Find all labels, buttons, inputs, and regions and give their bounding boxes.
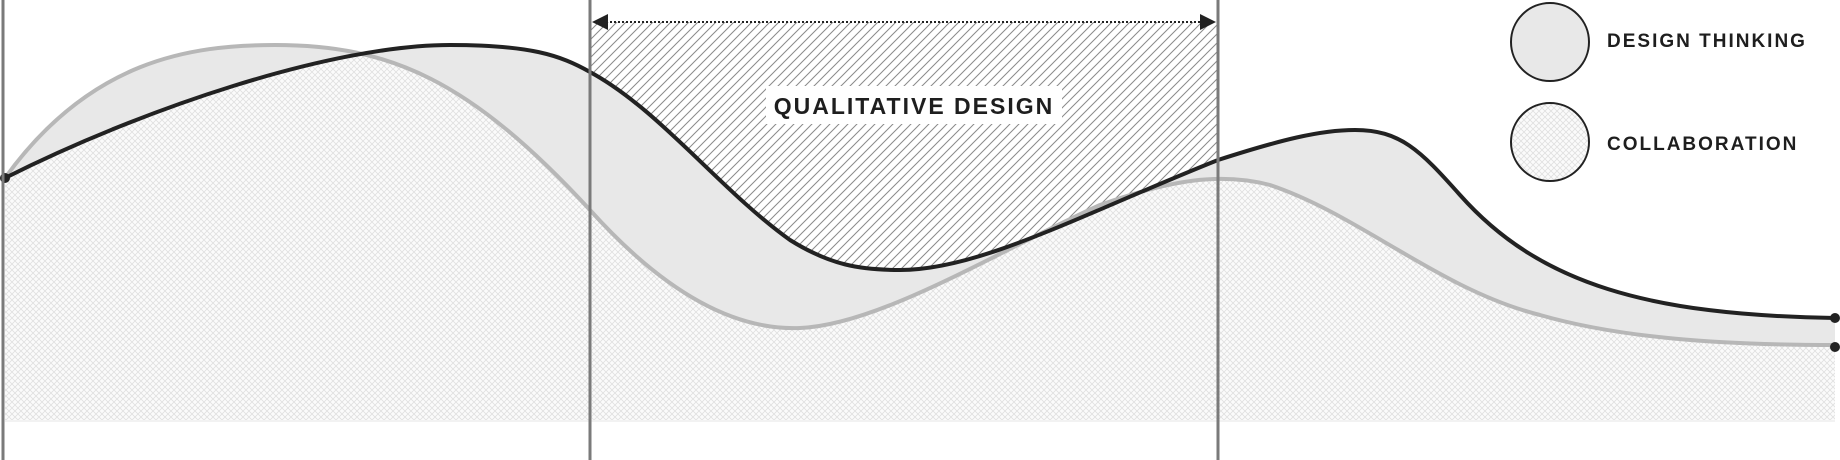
legend-label-design-thinking: DESIGN THINKING	[1607, 31, 1807, 52]
band-label: QUALITATIVE DESIGN	[774, 93, 1055, 119]
legend-swatch-solid-icon	[1510, 2, 1590, 82]
legend-swatch-crosshatch-icon	[1510, 102, 1590, 182]
legend-label-collaboration: COLLABORATION	[1607, 134, 1798, 155]
band-label-background	[766, 86, 1062, 124]
legend-item-collaboration: COLLABORATION	[1510, 102, 1798, 182]
dark-curve-end-point	[1830, 313, 1840, 323]
legend-item-design-thinking: DESIGN THINKING	[1510, 2, 1807, 82]
legend: DESIGN THINKING COLLABORATION	[1510, 2, 1807, 182]
design-thinking-curve	[4, 42, 1836, 320]
collaboration-curve	[3, 42, 1836, 347]
light-curve-end-point	[1830, 342, 1840, 352]
design-thinking-area	[5, 45, 1835, 345]
qualitative-band-fill	[590, 22, 1218, 270]
collaboration-area	[5, 45, 1835, 420]
